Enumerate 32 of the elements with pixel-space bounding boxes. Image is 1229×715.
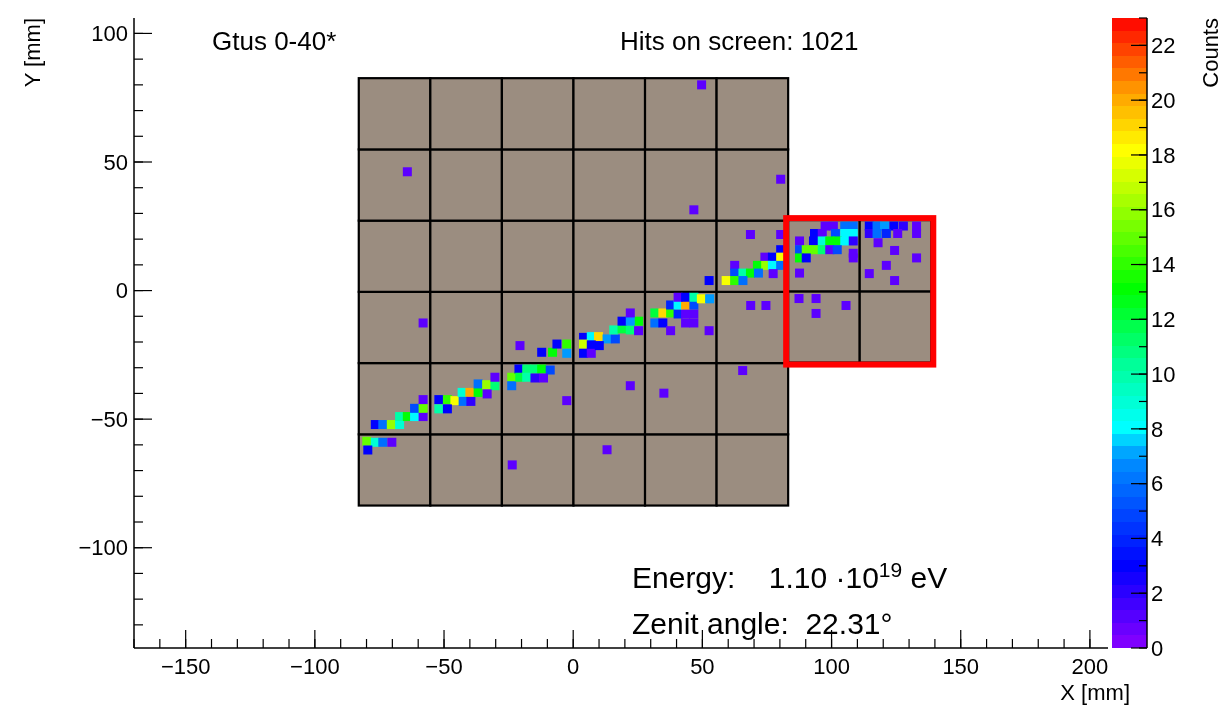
color-bar-label: 4 bbox=[1151, 526, 1164, 552]
y-tick-label: −50 bbox=[90, 406, 128, 432]
y-tick-label: −100 bbox=[78, 535, 128, 561]
y-tick-label: 0 bbox=[115, 278, 128, 304]
color-bar-label: 14 bbox=[1151, 252, 1176, 278]
color-bar-label: 22 bbox=[1151, 33, 1176, 59]
x-tick-label: −150 bbox=[160, 654, 211, 679]
annotation: Energy: 1.10 ·10$^{19}$ eV bbox=[632, 557, 948, 594]
color-bar-label: 2 bbox=[1151, 580, 1164, 606]
color-bar-label: 12 bbox=[1151, 307, 1176, 332]
color-bar-label: 8 bbox=[1151, 416, 1164, 442]
x-tick-label: 50 bbox=[690, 654, 715, 679]
color-bar-title: Counts bbox=[1198, 18, 1223, 88]
x-tick-label: −100 bbox=[290, 654, 340, 679]
color-bar-label: 20 bbox=[1151, 87, 1176, 113]
x-tick-label: 0 bbox=[567, 654, 580, 679]
color-bar-label: 6 bbox=[1151, 471, 1164, 497]
y-tick-label: 100 bbox=[91, 21, 128, 47]
y-tick-label: 50 bbox=[103, 149, 128, 175]
color-bar-label: 18 bbox=[1151, 142, 1176, 168]
y-axis-title: Y [mm] bbox=[20, 18, 45, 88]
x-tick-label: 200 bbox=[1071, 654, 1109, 679]
annotation: Hits on screen: 1021 bbox=[620, 26, 859, 56]
color-bar-label: 16 bbox=[1151, 197, 1176, 223]
x-tick-label: −50 bbox=[425, 654, 463, 679]
color-bar-label: 10 bbox=[1151, 361, 1176, 387]
x-tick-label: 100 bbox=[813, 654, 850, 679]
annotation: Zenit angle: 22.31° bbox=[632, 607, 893, 640]
chart-title: Gtus 0-40* bbox=[212, 26, 337, 56]
x-tick-label: 150 bbox=[942, 654, 980, 679]
x-axis-title: X [mm] bbox=[1060, 680, 1130, 705]
color-bar-label: 0 bbox=[1151, 635, 1164, 661]
